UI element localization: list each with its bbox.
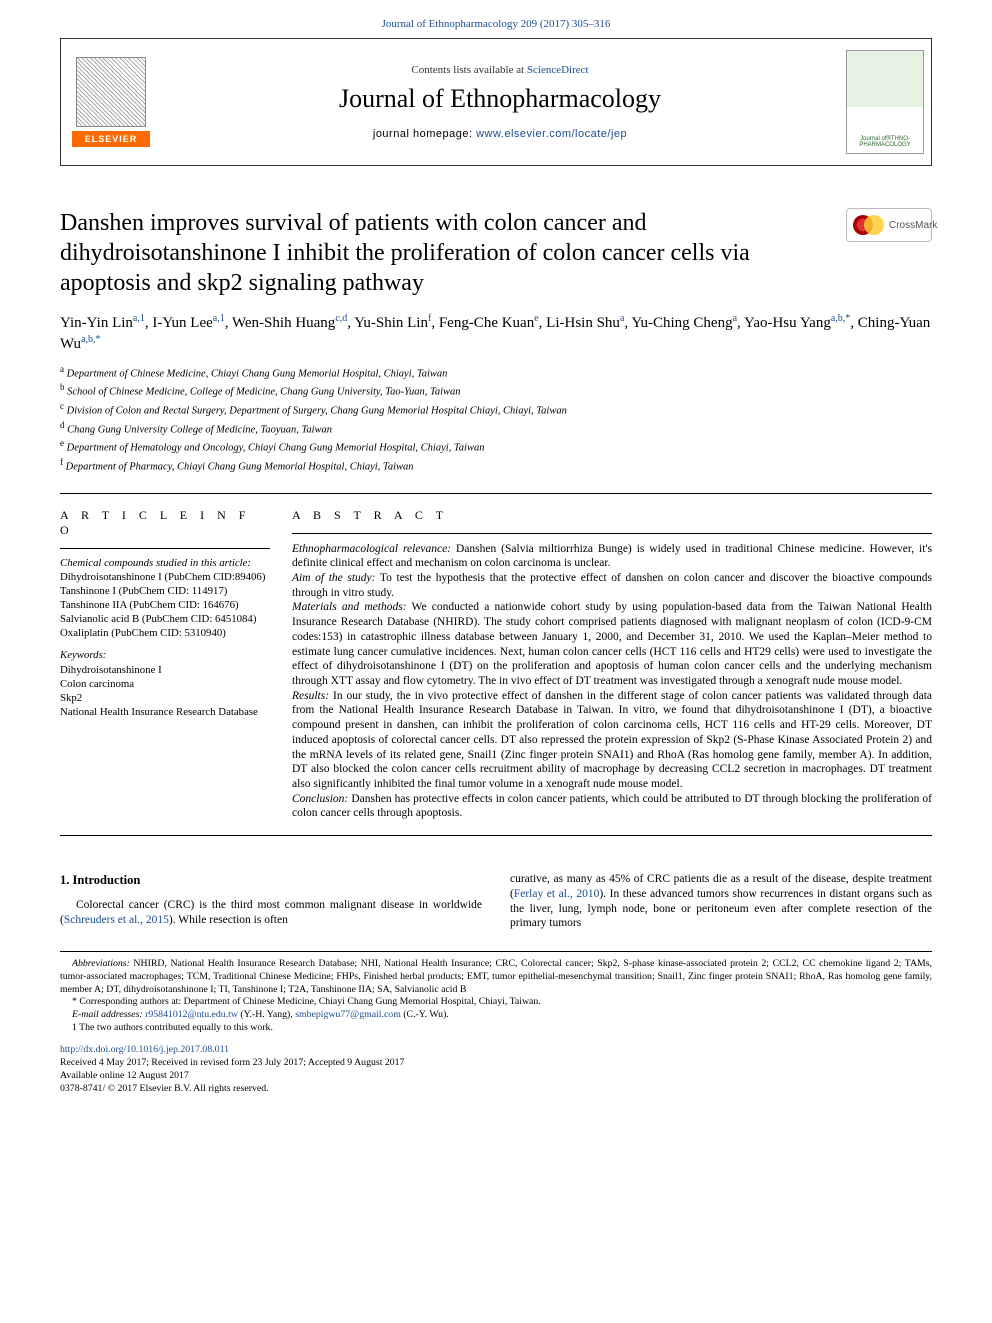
journal-cover-image	[846, 50, 924, 154]
compound-item: Salvianolic acid B (PubChem CID: 6451084…	[60, 612, 270, 626]
abstract-paragraph: Results: In our study, the in vivo prote…	[292, 689, 932, 792]
email-1[interactable]: r95841012@ntu.edu.tw	[145, 1009, 238, 1020]
received-line: Received 4 May 2017; Received in revised…	[60, 1057, 932, 1070]
abstract-paragraph: Ethnopharmacological relevance: Danshen …	[292, 542, 932, 571]
keyword-item: Skp2	[60, 691, 270, 705]
journal-homepage-line: journal homepage: www.elsevier.com/locat…	[161, 128, 839, 140]
affiliation-line: f Department of Pharmacy, Chiayi Chang G…	[60, 456, 932, 475]
doi-link[interactable]: http://dx.doi.org/10.1016/j.jep.2017.08.…	[60, 1044, 229, 1055]
abstract-text: We conducted a nationwide cohort study b…	[292, 601, 932, 687]
article-title: Danshen improves survival of patients wi…	[60, 208, 846, 298]
sciencedirect-link[interactable]: ScienceDirect	[527, 64, 589, 76]
abstract-paragraph: Materials and methods: We conducted a na…	[292, 600, 932, 688]
homepage-prefix: journal homepage:	[373, 128, 476, 140]
abstract-label: Materials and methods:	[292, 601, 407, 613]
abbreviations-footnote: Abbreviations: NHIRD, National Health In…	[60, 958, 932, 996]
abbrev-label: Abbreviations:	[72, 958, 130, 969]
affiliations: a Department of Chinese Medicine, Chiayi…	[60, 363, 932, 475]
affiliation-line: e Department of Hematology and Oncology,…	[60, 437, 932, 456]
abstract-body: Ethnopharmacological relevance: Danshen …	[292, 542, 932, 822]
crossmark-badge[interactable]: CrossMark	[846, 208, 932, 242]
elsevier-logo: ELSEVIER	[61, 39, 161, 165]
header-center: Contents lists available at ScienceDirec…	[161, 39, 839, 165]
doi-block: http://dx.doi.org/10.1016/j.jep.2017.08.…	[60, 1044, 932, 1095]
abstract-label: Results:	[292, 690, 329, 702]
keywords-head: Keywords:	[60, 648, 270, 662]
corr-text: Department of Chinese Medicine, Chiayi C…	[184, 996, 541, 1007]
crossmark-label: CrossMark	[889, 220, 937, 231]
elsevier-wordmark: ELSEVIER	[72, 131, 150, 147]
affiliation-line: d Chang Gung University College of Medic…	[60, 419, 932, 438]
issn-line: 0378-8741/ © 2017 Elsevier B.V. All righ…	[60, 1083, 932, 1096]
email-2[interactable]: smbepigwu77@gmail.com	[295, 1009, 401, 1020]
keyword-item: National Health Insurance Research Datab…	[60, 705, 270, 719]
email-footnote: E-mail addresses: r95841012@ntu.edu.tw (…	[60, 1009, 932, 1022]
abstract-paragraph: Conclusion: Danshen has protective effec…	[292, 792, 932, 821]
abbrev-text: NHIRD, National Health Insurance Researc…	[60, 958, 932, 994]
journal-title: Journal of Ethnopharmacology	[161, 84, 839, 114]
compound-item: Oxaliplatin (PubChem CID: 5310940)	[60, 626, 270, 640]
abstract-text: To test the hypothesis that the protecti…	[292, 572, 932, 599]
keyword-item: Dihydroisotanshinone I	[60, 663, 270, 677]
abstract-paragraph: Aim of the study: To test the hypothesis…	[292, 571, 932, 600]
intro-heading: 1. Introduction	[60, 872, 482, 888]
available-line: Available online 12 August 2017	[60, 1070, 932, 1083]
intro-col-left: 1. Introduction Colorectal cancer (CRC) …	[60, 872, 482, 931]
journal-cover	[839, 39, 931, 165]
abstract-head: A B S T R A C T	[292, 508, 932, 523]
journal-homepage-link[interactable]: www.elsevier.com/locate/jep	[476, 128, 627, 140]
abstract-text: In our study, the in vivo protective eff…	[292, 690, 932, 790]
abstract-text: Danshen has protective effects in colon …	[292, 793, 932, 820]
crossmark-icon-2	[864, 215, 884, 235]
email-2-who: (C.-Y. Wu).	[401, 1009, 449, 1020]
abstract-column: A B S T R A C T Ethnopharmacological rel…	[292, 494, 932, 822]
compound-item: Tanshinone I (PubChem CID: 114917)	[60, 584, 270, 598]
contents-prefix: Contents lists available at	[411, 64, 526, 76]
compounds-head: Chemical compounds studied in this artic…	[60, 557, 270, 569]
elsevier-tree-icon	[76, 57, 146, 127]
abstract-label: Ethnopharmacological relevance:	[292, 543, 451, 555]
journal-header: ELSEVIER Contents lists available at Sci…	[60, 38, 932, 166]
introduction-section: 1. Introduction Colorectal cancer (CRC) …	[60, 872, 932, 931]
corr-label: * Corresponding authors at:	[72, 996, 184, 1007]
abstract-label: Conclusion:	[292, 793, 348, 805]
compound-item: Tanshinone IIA (PubChem CID: 164676)	[60, 598, 270, 612]
email-1-who: (Y.-H. Yang),	[238, 1009, 295, 1020]
intro-ref-2[interactable]: Ferlay et al., 2010	[514, 888, 599, 900]
compounds-list: Dihydroisotanshinone I (PubChem CID:8940…	[60, 570, 270, 640]
authors-line: Yin-Yin Lina,1, I-Yun Leea,1, Wen-Shih H…	[60, 312, 932, 355]
intro-ref-1[interactable]: Schreuders et al., 2015	[64, 914, 169, 926]
affiliation-line: a Department of Chinese Medicine, Chiayi…	[60, 363, 932, 382]
contents-lists-line: Contents lists available at ScienceDirec…	[161, 64, 839, 76]
intro-col-right: curative, as many as 45% of CRC patients…	[510, 872, 932, 931]
article-info-head: A R T I C L E I N F O	[60, 508, 270, 538]
keyword-item: Colon carcinoma	[60, 677, 270, 691]
affiliation-line: b School of Chinese Medicine, College of…	[60, 381, 932, 400]
email-label: E-mail addresses:	[72, 1009, 145, 1020]
compound-item: Dihydroisotanshinone I (PubChem CID:8940…	[60, 570, 270, 584]
article-info-column: A R T I C L E I N F O Chemical compounds…	[60, 494, 292, 822]
abstract-label: Aim of the study:	[292, 572, 376, 584]
equal-contrib-footnote: 1 The two authors contributed equally to…	[60, 1022, 932, 1035]
intro-left-post: ). While resection is often	[169, 914, 288, 926]
keywords-list: Dihydroisotanshinone IColon carcinomaSkp…	[60, 663, 270, 719]
affiliation-line: c Division of Colon and Rectal Surgery, …	[60, 400, 932, 419]
journal-citation-top: Journal of Ethnopharmacology 209 (2017) …	[0, 0, 992, 38]
footnotes: Abbreviations: NHIRD, National Health In…	[60, 951, 932, 1034]
corresponding-footnote: * Corresponding authors at: Department o…	[60, 996, 932, 1009]
